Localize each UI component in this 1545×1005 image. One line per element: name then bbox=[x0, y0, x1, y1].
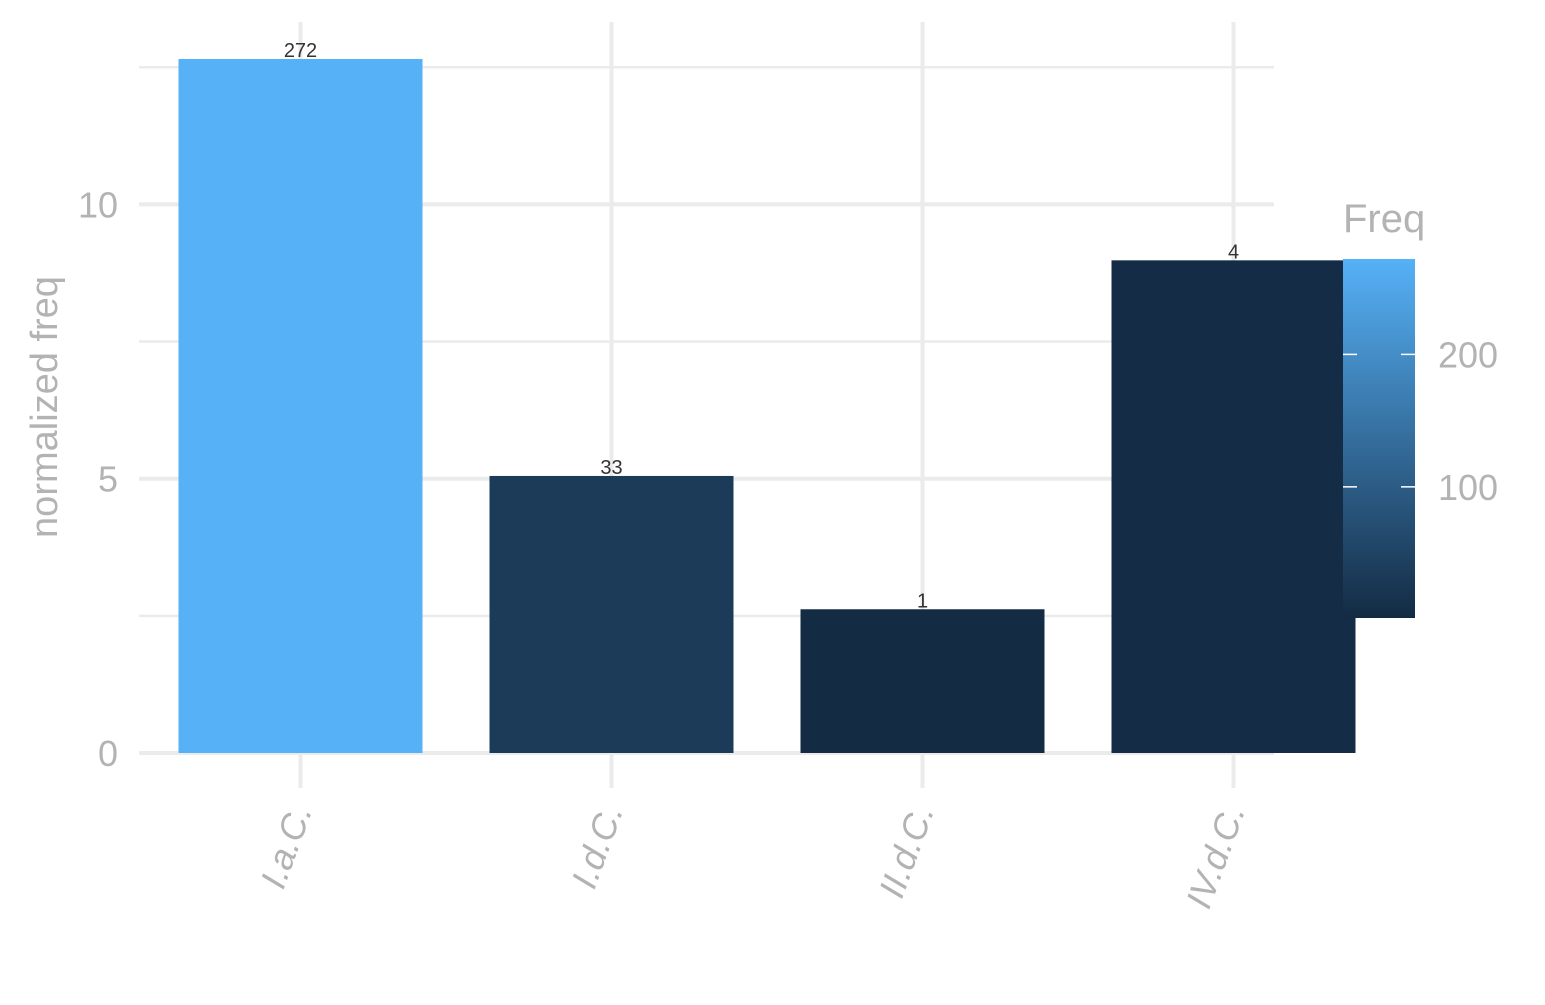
data-label: 272 bbox=[284, 40, 317, 62]
x-tick-label: IV.d.C. bbox=[1178, 799, 1253, 914]
bar-II.d.C. bbox=[800, 609, 1045, 753]
y-tick-label: 0 bbox=[98, 733, 118, 774]
bar-I.a.C. bbox=[178, 59, 423, 753]
x-axis: I.a.C. I.d.C. II.d.C. IV.d.C. bbox=[252, 799, 1253, 914]
x-tick-label: I.a.C. bbox=[252, 799, 320, 894]
data-labels: 272 33 1 4 bbox=[284, 40, 1239, 612]
data-label: 33 bbox=[600, 457, 622, 479]
y-axis: 0 5 10 bbox=[78, 184, 118, 774]
bar-I.d.C. bbox=[489, 475, 734, 753]
colorbar bbox=[1343, 259, 1415, 618]
color-legend: Freq 100 200 bbox=[1343, 197, 1498, 618]
legend-tick-label: 100 bbox=[1438, 467, 1498, 508]
legend-tick-label: 200 bbox=[1438, 334, 1498, 375]
x-tick-label: II.d.C. bbox=[871, 799, 942, 903]
x-tick-label: I.d.C. bbox=[563, 799, 631, 894]
y-axis-label: normalized freq bbox=[24, 276, 66, 538]
legend-ticks: 100 200 bbox=[1343, 334, 1498, 508]
y-tick-label: 10 bbox=[78, 184, 118, 225]
bars bbox=[178, 59, 1356, 753]
data-label: 4 bbox=[1228, 241, 1239, 263]
bar-IV.d.C. bbox=[1111, 260, 1356, 753]
y-tick-label: 5 bbox=[98, 459, 118, 500]
data-label: 1 bbox=[917, 590, 928, 612]
legend-title: Freq bbox=[1343, 197, 1425, 241]
